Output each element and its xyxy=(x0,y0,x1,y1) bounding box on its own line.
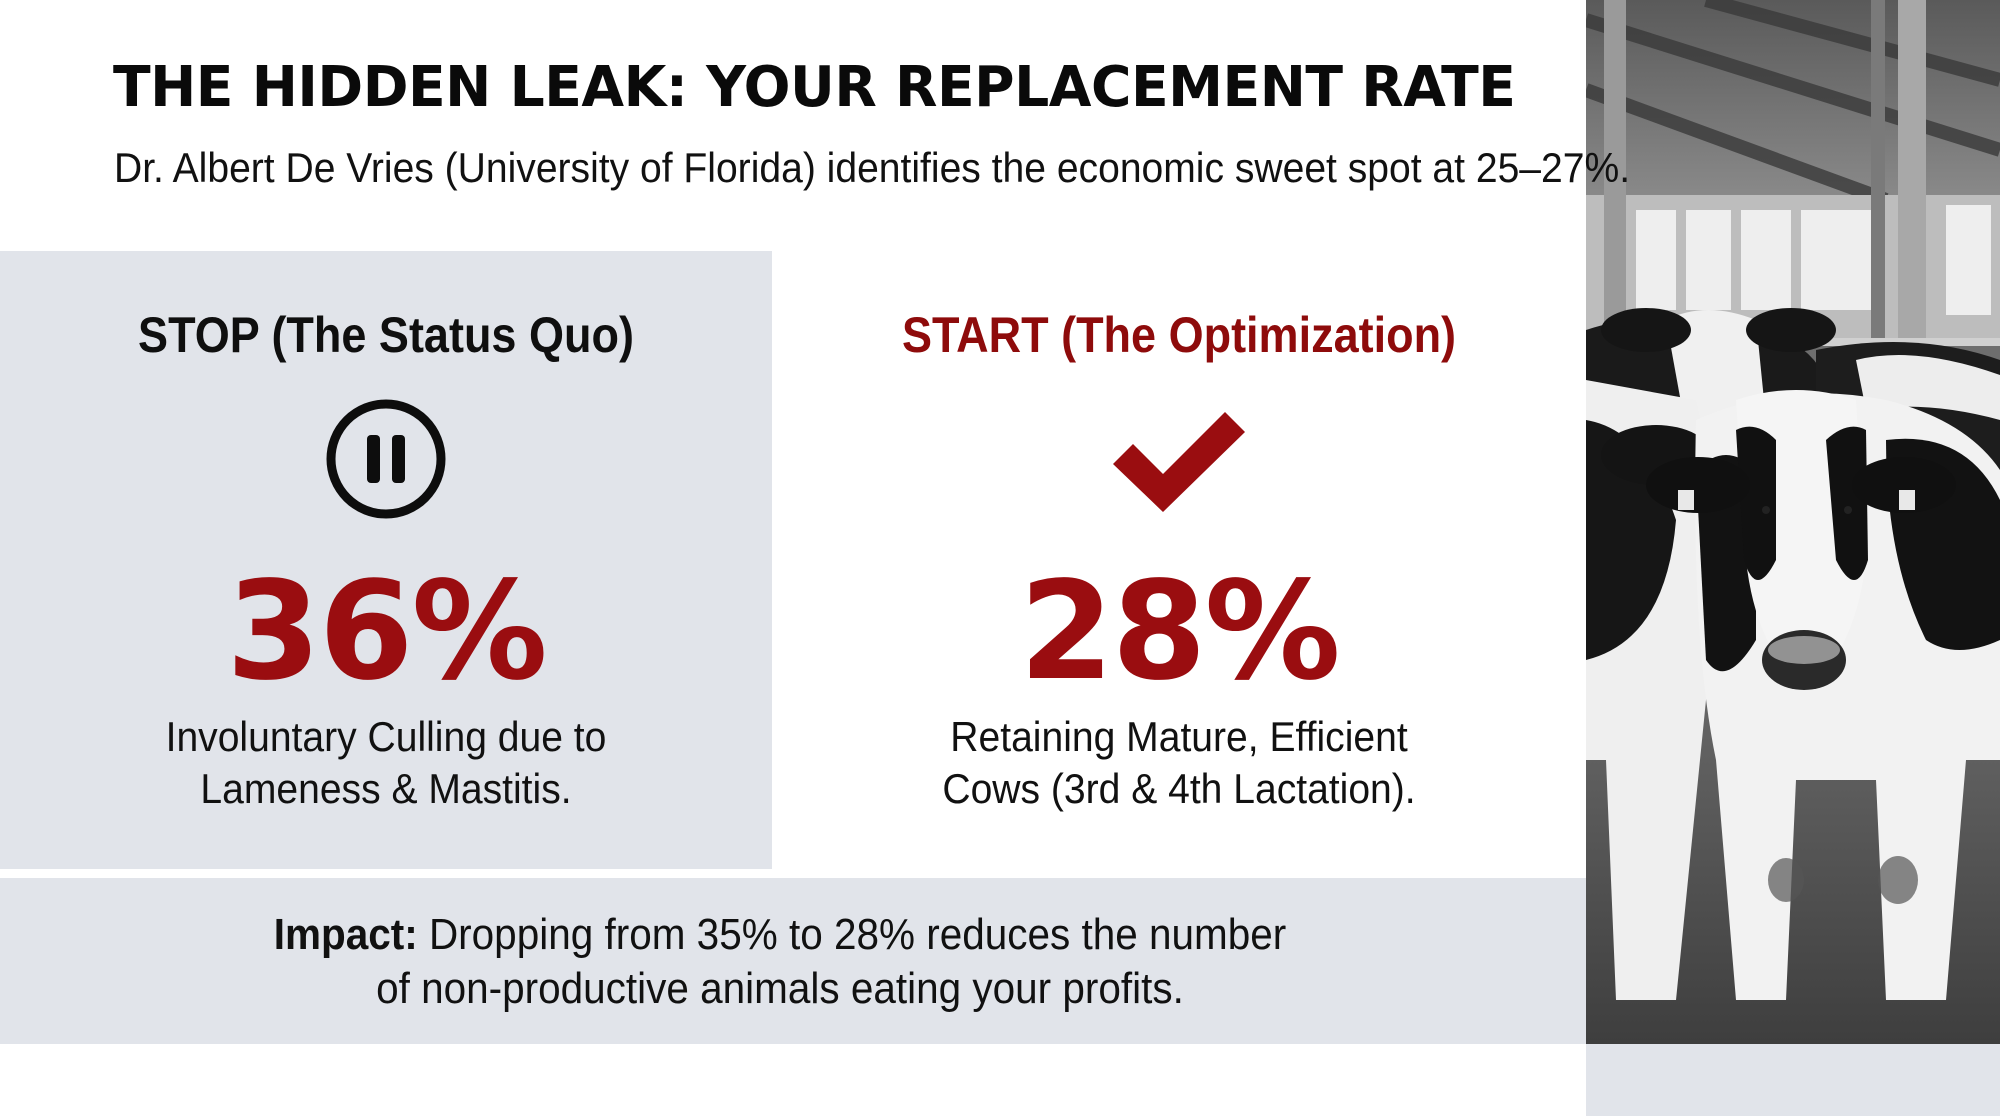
stop-description-line: Lameness & Mastitis. xyxy=(200,765,572,812)
cows-photo-illustration xyxy=(1586,0,2000,1044)
start-percentage: 28% xyxy=(1019,553,1341,711)
impact-band: Impact: Dropping from 35% to 28% reduces… xyxy=(0,878,1586,1044)
start-description-line: Retaining Mature, Efficient xyxy=(950,713,1408,760)
stop-heading: STOP (The Status Quo) xyxy=(138,307,634,363)
impact-line-1: Impact: Dropping from 35% to 28% reduces… xyxy=(62,908,1497,962)
start-description-line: Cows (3rd & 4th Lactation). xyxy=(942,765,1416,812)
checkmark-icon xyxy=(1113,412,1245,512)
subtitle-background xyxy=(100,135,1456,201)
start-column: START (The Optimization) 28% Retaining M… xyxy=(772,251,1586,869)
start-icon-wrap xyxy=(772,394,1586,524)
photo-footer-strip xyxy=(1586,1044,2000,1116)
impact-line-2: of non-productive animals eating your pr… xyxy=(376,964,1184,1013)
stop-description: Involuntary Culling due to Lameness & Ma… xyxy=(0,711,772,815)
stop-description-line: Involuntary Culling due to xyxy=(165,713,607,760)
stop-column: STOP (The Status Quo) 36% Involuntary Cu… xyxy=(0,251,772,869)
start-description: Retaining Mature, Efficient Cows (3rd & … xyxy=(772,711,1586,815)
impact-line-1-text: Dropping from 35% to 28% reduces the num… xyxy=(417,910,1287,959)
start-heading: START (The Optimization) xyxy=(901,307,1457,363)
page-title: THE HIDDEN LEAK: YOUR REPLACEMENT RATE xyxy=(113,55,1516,120)
impact-label: Impact: xyxy=(273,910,418,959)
stop-percentage: 36% xyxy=(226,553,548,711)
page-subtitle: Dr. Albert De Vries (University of Flori… xyxy=(114,144,1631,191)
stop-icon-wrap xyxy=(0,394,772,524)
impact-text: Impact: Dropping from 35% to 28% reduces… xyxy=(0,908,1560,1016)
cows-photo xyxy=(1586,0,2000,1044)
pause-circle-icon xyxy=(326,399,446,519)
